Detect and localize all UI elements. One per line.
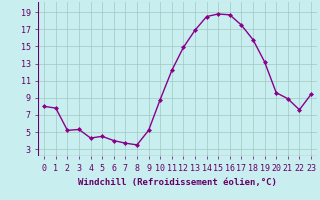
X-axis label: Windchill (Refroidissement éolien,°C): Windchill (Refroidissement éolien,°C) bbox=[78, 178, 277, 187]
